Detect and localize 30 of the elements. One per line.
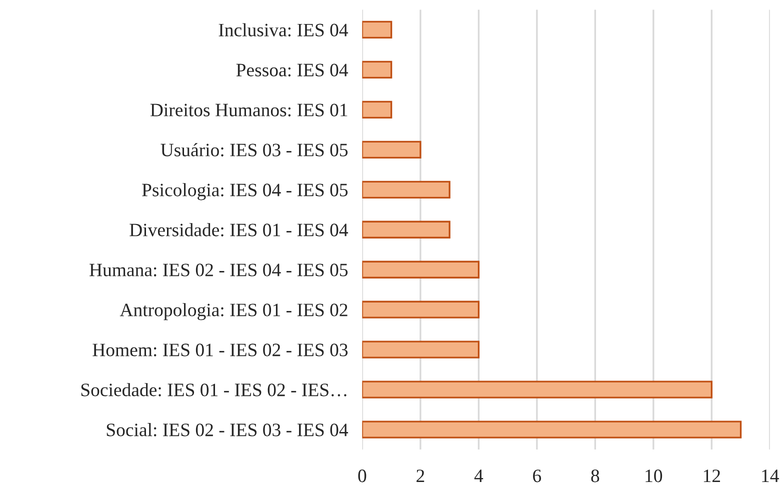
y-tick-label: Humana: IES 02 - IES 04 - IES 05 — [90, 264, 348, 276]
bar — [362, 340, 480, 358]
bar — [362, 100, 392, 119]
x-tick-label: 0 — [358, 470, 366, 482]
bar — [362, 220, 450, 238]
y-tick-label: Homem: IES 01 - IES 02 - IES 03 — [92, 344, 348, 356]
y-tick-label: Inclusiva: IES 04 — [218, 23, 348, 36]
bar — [362, 260, 480, 278]
bar — [362, 180, 450, 198]
y-tick-label: Usuário: IES 03 - IES 05 — [160, 143, 348, 156]
bar — [362, 380, 712, 398]
bar — [362, 140, 422, 158]
y-tick-label: Antropologia: IES 01 - IES 02 — [120, 303, 348, 320]
y-tick-label: Psicologia: IES 04 - IES 05 — [142, 183, 348, 200]
x-tick-label: 14 — [762, 470, 779, 482]
x-tick-label: 4 — [474, 470, 484, 482]
bar — [362, 420, 742, 438]
x-tick-label: 6 — [533, 470, 542, 482]
y-tick-label: Diversidade: IES 01 - IES 04 — [130, 223, 348, 236]
bar — [362, 60, 392, 79]
y-tick-label: Direitos Humanos: IES 01 — [150, 104, 348, 116]
y-tick-label: Social: IES 02 - IES 03 - IES 04 — [106, 423, 348, 436]
x-tick-label: 8 — [591, 470, 600, 482]
x-tick-label: 12 — [704, 470, 720, 482]
y-tick-label: Pessoa: IES 04 — [236, 64, 348, 76]
x-tick-label: 10 — [646, 470, 662, 482]
bar — [362, 300, 480, 318]
y-tick-label: Sociedade: IES 01 - IES 02 - IES… — [81, 383, 346, 396]
bar — [362, 20, 392, 39]
x-tick-label: 2 — [416, 470, 424, 482]
